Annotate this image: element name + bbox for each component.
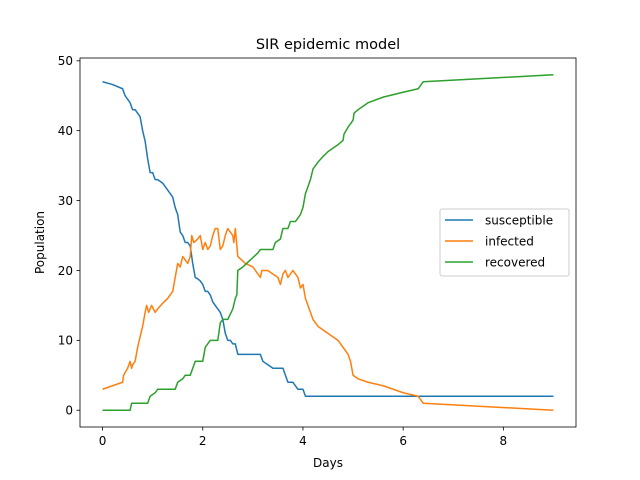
y-tick-label: 50	[58, 54, 73, 68]
y-tick-label: 40	[58, 124, 73, 138]
series-line-recovered	[102, 74, 554, 411]
legend-box	[439, 208, 570, 277]
legend-label-susceptible: susceptible	[485, 213, 553, 227]
plot-frame	[79, 57, 577, 428]
x-tick-label: 0	[99, 434, 107, 448]
x-tick-label: 4	[299, 434, 307, 448]
y-axis: 0 10 20 30 40 50	[58, 54, 80, 418]
y-axis-label: Population	[33, 211, 47, 274]
legend: susceptible infected recovered	[439, 208, 570, 277]
y-tick-label: 30	[58, 194, 73, 208]
plot-lines	[102, 74, 554, 411]
chart-title: SIR epidemic model	[256, 37, 400, 53]
y-tick-label: 10	[58, 334, 73, 348]
legend-label-recovered: recovered	[485, 255, 545, 269]
x-axis-label: Days	[313, 456, 343, 470]
x-tick-label: 8	[500, 434, 508, 448]
series-line-susceptible	[102, 81, 554, 397]
x-tick-label: 2	[199, 434, 207, 448]
legend-label-infected: infected	[485, 234, 534, 248]
series-line-infected	[102, 227, 554, 411]
x-tick-label: 6	[399, 434, 407, 448]
y-tick-label: 20	[58, 264, 73, 278]
x-axis: 0 2 4 6 8	[99, 427, 507, 448]
y-tick-label: 0	[65, 404, 73, 418]
